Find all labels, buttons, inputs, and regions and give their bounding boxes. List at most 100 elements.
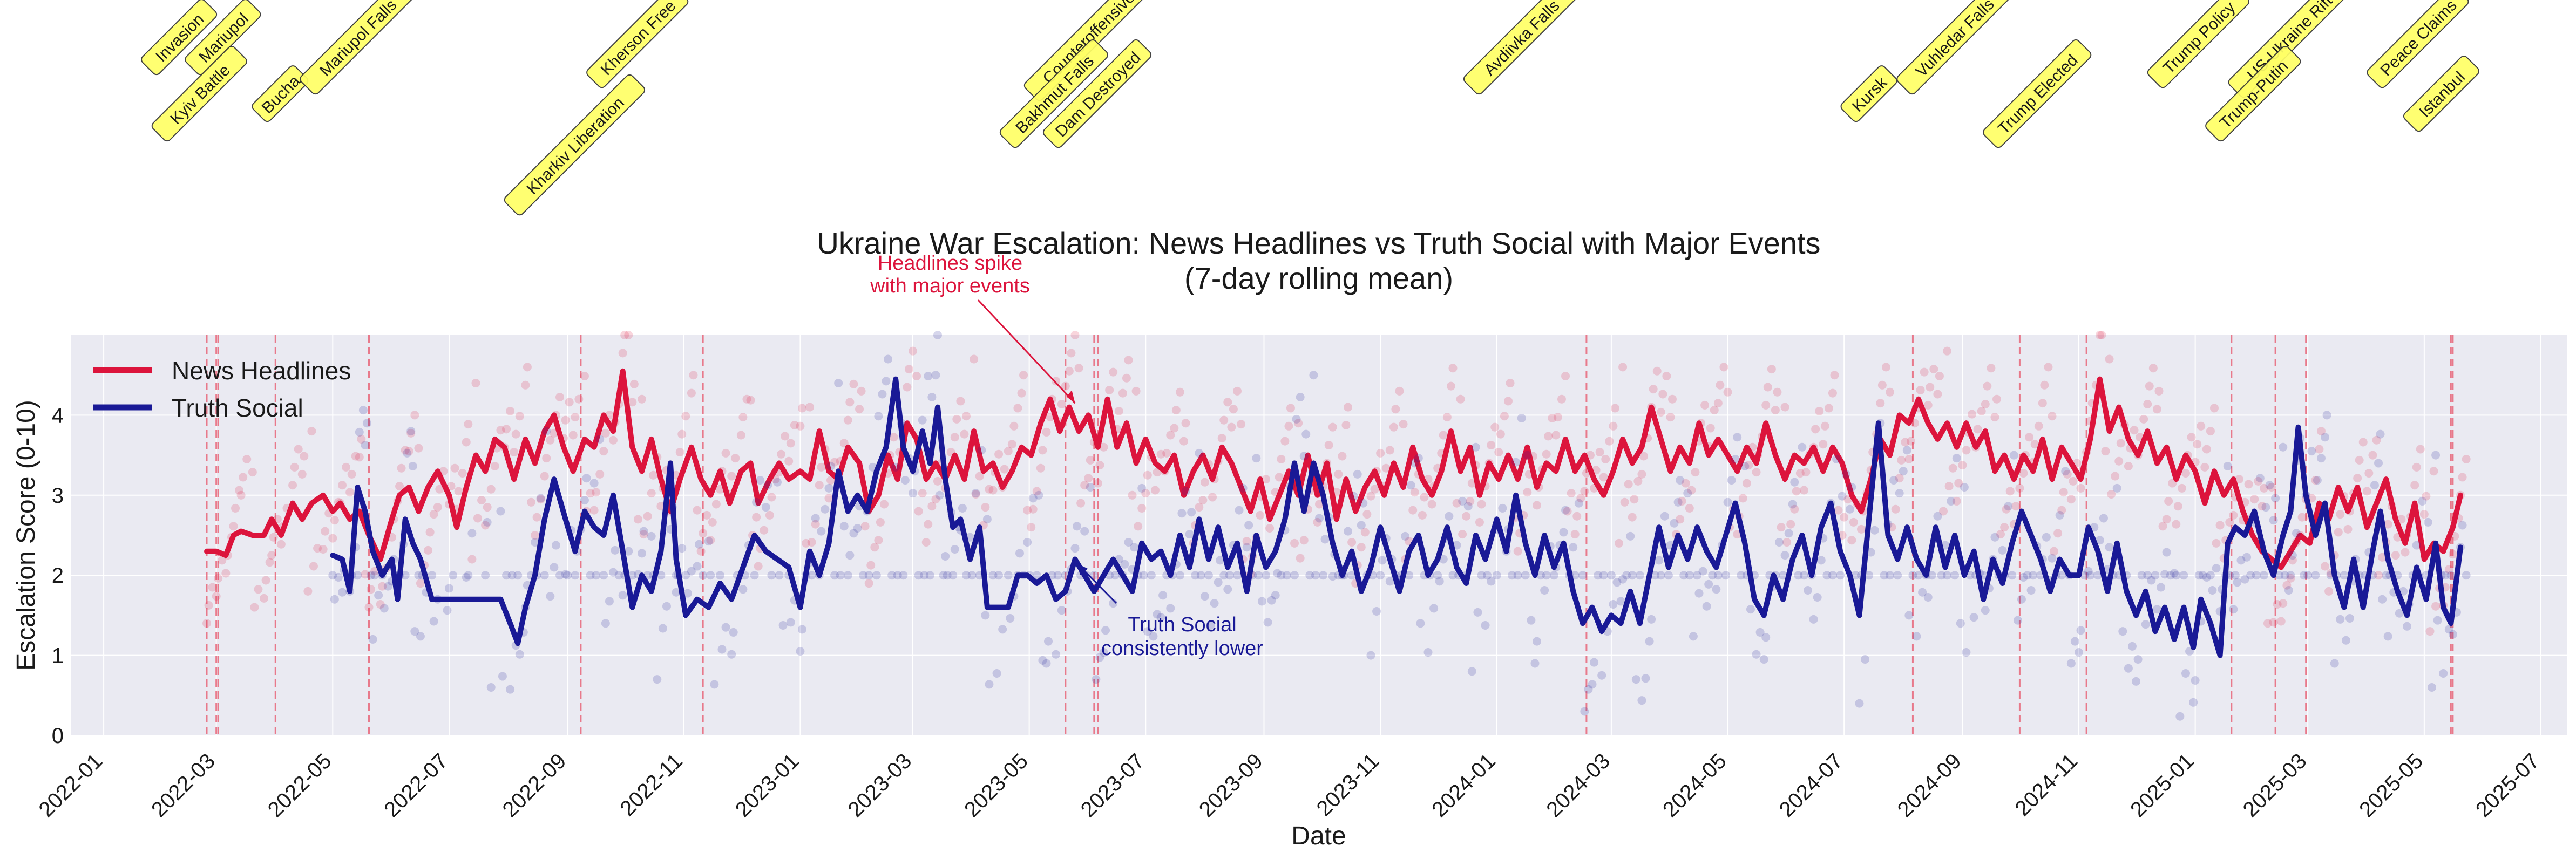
truth-raw-point [927,393,937,402]
headlines-raw-point [218,556,227,565]
headlines-raw-point [2181,468,2190,478]
truth-raw-point [1960,482,1969,492]
headlines-raw-point [300,452,309,461]
truth-raw-point [1042,659,1051,668]
truth-raw-point [1651,571,1660,580]
truth-raw-point [826,462,835,471]
legend-label-truth: Truth Social [172,394,303,422]
truth-raw-point [444,584,453,593]
headlines-raw-point [2316,427,2326,436]
truth-raw-point [1918,588,1927,597]
headlines-raw-point [1446,381,1455,391]
truth-raw-point [935,490,944,500]
truth-raw-point [933,331,942,339]
headlines-raw-point [1987,364,1996,373]
truth-raw-point [546,592,555,601]
truth-raw-point [1981,606,1990,615]
truth-raw-point [900,475,910,485]
truth-raw-point [2179,571,2188,580]
headlines-raw-point [2197,421,2206,431]
headlines-raw-point [1906,437,1915,446]
truth-raw-point [353,571,362,580]
truth-raw-point [1704,579,1713,589]
truth-raw-point [2279,442,2288,452]
headlines-raw-point [1886,387,1895,397]
headlines-raw-point [1366,492,1375,501]
headlines-raw-point [2311,475,2320,485]
truth-raw-point [1187,508,1196,517]
truth-raw-point [2105,543,2114,552]
headlines-raw-point [601,428,610,438]
headlines-raw-point [2069,476,2078,486]
truth-raw-point [899,571,908,580]
headlines-raw-point [874,536,883,545]
truth-raw-point [1836,571,1845,580]
chart-title: Ukraine War Escalation: News Headlines v… [817,226,1820,260]
truth-raw-point [2288,551,2297,560]
headlines-raw-point [367,585,376,594]
headlines-raw-point [1523,488,1532,497]
truth-raw-point [1761,633,1771,642]
truth-raw-point [1943,571,1952,580]
truth-raw-point [2013,616,2022,625]
truth-raw-point [1378,556,1387,565]
truth-raw-point [1866,548,1875,557]
truth-raw-point [1023,537,1032,547]
truth-raw-point [721,623,730,632]
truth-raw-point [611,545,620,555]
headlines-raw-point [681,412,690,421]
truth-raw-point [1655,556,1664,565]
headlines-raw-point [1944,482,1954,491]
truth-raw-point [887,571,897,580]
x-tick-label: 2022-09 [498,749,571,822]
headlines-raw-point [767,493,776,502]
headlines-raw-point [1780,403,1789,412]
headlines-raw-point [589,506,599,515]
truth-raw-point [1073,522,1082,531]
headlines-raw-point [2279,599,2288,608]
headlines-raw-point [2015,483,2024,493]
headlines-raw-point [1179,437,1189,446]
truth-raw-point [2029,571,2038,580]
truth-raw-point [2336,615,2345,624]
truth-raw-point [1609,599,1618,609]
headlines-raw-point [2139,414,2148,424]
headlines-raw-point [568,431,578,440]
headlines-raw-point [2355,455,2364,465]
headlines-raw-point [467,555,477,564]
truth-raw-point [2259,571,2268,580]
headlines-raw-point [1076,499,1086,508]
truth-raw-point [1536,571,1545,580]
headlines-raw-point [546,435,555,445]
annotation-text-truth: Truth Social [1128,613,1236,636]
truth-raw-point [2057,571,2066,580]
headlines-raw-point [2095,331,2104,339]
truth-raw-point [1813,593,1822,602]
y-tick-label: 4 [52,404,64,427]
truth-raw-point [1124,537,1133,547]
truth-raw-point [1790,478,1799,487]
truth-raw-point [624,547,633,556]
headlines-raw-point [1156,449,1165,459]
truth-raw-point [449,571,458,580]
headlines-raw-point [1952,496,1961,506]
truth-raw-point [608,568,618,577]
truth-raw-point [1282,571,1291,580]
headlines-raw-point [1370,485,1379,494]
x-tick-label: 2023-01 [731,749,804,822]
headlines-raw-point [2215,521,2225,530]
headlines-raw-point [1605,437,1614,446]
headlines-raw-point [1542,449,1551,459]
headlines-raw-point [1572,512,1582,521]
truth-raw-point [429,617,438,626]
truth-raw-point [1232,571,1242,580]
headlines-raw-point [2269,618,2278,627]
truth-raw-point [2086,571,2095,580]
truth-raw-point [1923,593,1933,602]
truth-raw-point [330,595,339,604]
truth-raw-point [2093,571,2103,580]
truth-raw-point [1195,448,1204,458]
headlines-raw-point [952,414,961,424]
truth-raw-point [1527,616,1536,625]
headlines-raw-point [254,585,263,594]
